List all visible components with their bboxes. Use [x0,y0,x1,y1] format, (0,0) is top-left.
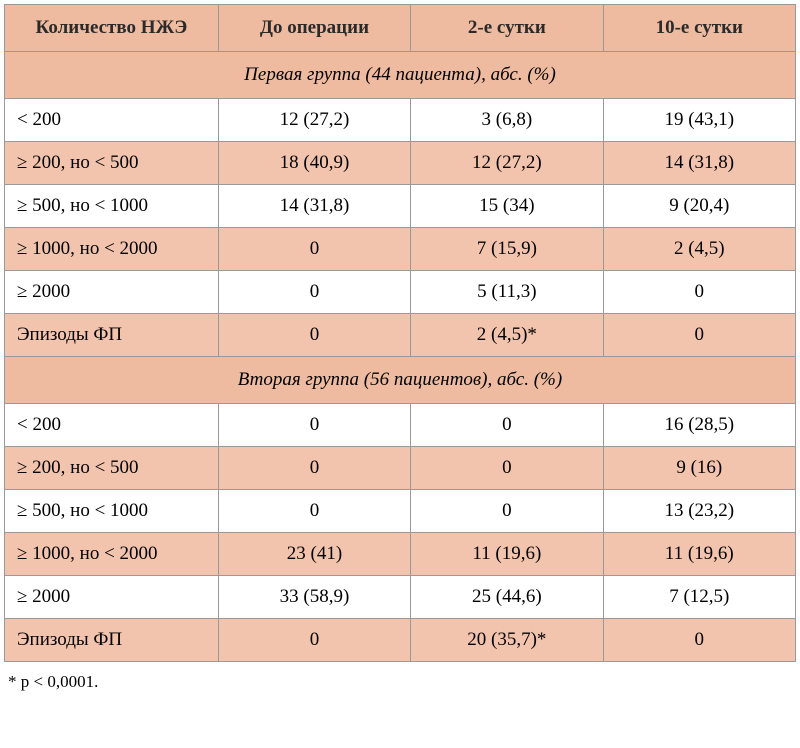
cell-value: 16 (28,5) [603,404,795,447]
row-label: ≥ 2000 [5,576,219,619]
cell-value: 7 (15,9) [411,228,603,271]
table-row: ≥ 200033 (58,9)25 (44,6)7 (12,5) [5,576,796,619]
cell-value: 0 [218,228,410,271]
cell-value: 9 (16) [603,447,795,490]
cell-value: 0 [218,619,410,662]
table-row: ≥ 200005 (11,3)0 [5,271,796,314]
cell-value: 0 [411,447,603,490]
cell-value: 0 [411,490,603,533]
cell-value: 12 (27,2) [218,99,410,142]
row-label: ≥ 500, но < 1000 [5,185,219,228]
table-row: ≥ 1000, но < 200023 (41)11 (19,6)11 (19,… [5,533,796,576]
table-row: < 20012 (27,2)3 (6,8)19 (43,1) [5,99,796,142]
cell-value: 11 (19,6) [603,533,795,576]
table-row: ≥ 500, но < 10000013 (23,2) [5,490,796,533]
row-label: ≥ 2000 [5,271,219,314]
section-row: Вторая группа (56 пациентов), абс. (%) [5,357,796,404]
row-label: ≥ 200, но < 500 [5,447,219,490]
cell-value: 0 [218,404,410,447]
col-header-3: 10-е сутки [603,5,795,52]
table-row: ≥ 500, но < 100014 (31,8)15 (34)9 (20,4) [5,185,796,228]
cell-value: 20 (35,7)* [411,619,603,662]
cell-value: 0 [603,271,795,314]
cell-value: 11 (19,6) [411,533,603,576]
cell-value: 0 [218,490,410,533]
row-label: Эпизоды ФП [5,314,219,357]
cell-value: 13 (23,2) [603,490,795,533]
cell-value: 23 (41) [218,533,410,576]
table-row: ≥ 200, но < 50018 (40,9)12 (27,2)14 (31,… [5,142,796,185]
cell-value: 0 [603,314,795,357]
table-row: ≥ 1000, но < 200007 (15,9)2 (4,5) [5,228,796,271]
row-label: ≥ 200, но < 500 [5,142,219,185]
data-table: Количество НЖЭ До операции 2-е сутки 10-… [4,4,796,662]
cell-value: 5 (11,3) [411,271,603,314]
row-label: ≥ 1000, но < 2000 [5,228,219,271]
cell-value: 0 [218,447,410,490]
cell-value: 0 [411,404,603,447]
row-label: Эпизоды ФП [5,619,219,662]
cell-value: 14 (31,8) [218,185,410,228]
col-header-2: 2-е сутки [411,5,603,52]
table-row: ≥ 200, но < 500009 (16) [5,447,796,490]
cell-value: 12 (27,2) [411,142,603,185]
cell-value: 25 (44,6) [411,576,603,619]
cell-value: 14 (31,8) [603,142,795,185]
table-row: Эпизоды ФП02 (4,5)*0 [5,314,796,357]
row-label: ≥ 1000, но < 2000 [5,533,219,576]
cell-value: 2 (4,5)* [411,314,603,357]
col-header-1: До операции [218,5,410,52]
cell-value: 9 (20,4) [603,185,795,228]
table-row: Эпизоды ФП020 (35,7)*0 [5,619,796,662]
section-title: Вторая группа (56 пациентов), абс. (%) [5,357,796,404]
cell-value: 18 (40,9) [218,142,410,185]
cell-value: 0 [218,314,410,357]
header-row: Количество НЖЭ До операции 2-е сутки 10-… [5,5,796,52]
cell-value: 15 (34) [411,185,603,228]
row-label: < 200 [5,404,219,447]
row-label: < 200 [5,99,219,142]
row-label: ≥ 500, но < 1000 [5,490,219,533]
section-row: Первая группа (44 пациента), абс. (%) [5,52,796,99]
cell-value: 3 (6,8) [411,99,603,142]
table-row: < 2000016 (28,5) [5,404,796,447]
cell-value: 2 (4,5) [603,228,795,271]
cell-value: 0 [218,271,410,314]
col-header-0: Количество НЖЭ [5,5,219,52]
footnote: * p < 0,0001. [4,662,796,696]
cell-value: 7 (12,5) [603,576,795,619]
cell-value: 19 (43,1) [603,99,795,142]
cell-value: 0 [603,619,795,662]
cell-value: 33 (58,9) [218,576,410,619]
section-title: Первая группа (44 пациента), абс. (%) [5,52,796,99]
